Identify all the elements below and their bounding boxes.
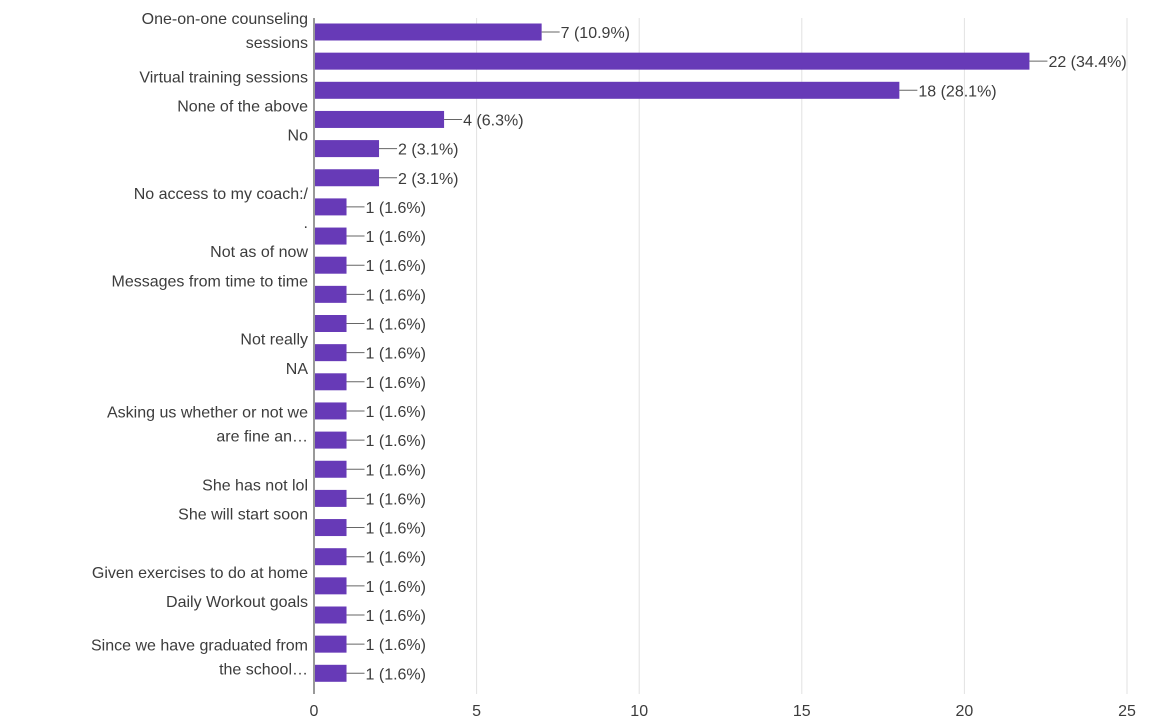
category-label: She has not lol [202,477,308,494]
x-tick-label: 10 [630,703,648,720]
data-label: 4 (6.3%) [463,112,523,129]
category-label: Given exercises to do at home [92,565,308,582]
gridlines [476,18,1128,694]
category-label: Daily Workout goals [166,594,308,611]
x-axis-ticks: 0 5 10 15 20 25 [310,703,1136,720]
bar [315,431,347,449]
x-tick-label: 0 [310,703,319,720]
bar [315,344,347,362]
x-tick-label: 25 [1118,703,1136,720]
bar [315,23,542,41]
bar [315,460,347,478]
data-label: 1 (1.6%) [366,637,426,654]
category-label: Since we have graduated from [91,638,308,655]
category-label: None of the above [177,98,308,115]
bar [315,489,347,507]
data-label: 22 (34.4%) [1048,54,1126,71]
data-label: 1 (1.6%) [366,258,426,275]
bar [315,519,347,537]
category-label: Messages from time to time [112,273,309,290]
bar [315,373,347,391]
bar [315,606,347,624]
bar [315,315,347,332]
data-label: 1 (1.6%) [366,608,426,625]
bar [315,402,347,420]
data-labels: 7 (10.9%) 22 (34.4%) 18 (28.1%) 4 (6.3%) 2 (… [366,25,1127,683]
leader-lines [346,31,1048,674]
bar [315,577,347,595]
bar [315,140,380,158]
data-label: 1 (1.6%) [366,317,426,334]
bar [315,256,347,274]
data-label: 1 (1.6%) [366,491,426,508]
data-label: 2 (3.1%) [398,171,458,188]
category-label: are fine an… [216,429,308,446]
data-label: 7 (10.9%) [561,25,630,42]
data-label: 1 (1.6%) [366,666,426,683]
bar [315,227,347,245]
category-label: Not as of now [210,244,308,261]
bar [315,198,347,216]
data-label: 1 (1.6%) [366,287,426,304]
bar [315,81,900,99]
data-label: 1 (1.6%) [366,229,426,246]
data-label: 2 (3.1%) [398,142,458,159]
category-label: No access to my coach:/ [134,186,309,203]
data-label: 1 (1.6%) [366,433,426,450]
x-tick-label: 20 [956,703,974,720]
category-label: She will start soon [178,507,308,524]
data-label: 1 (1.6%) [366,521,426,538]
data-label: 1 (1.6%) [366,375,426,392]
category-label: Not really [240,332,308,349]
data-label: 1 (1.6%) [366,550,426,567]
category-label: sessions [246,35,308,52]
x-tick-label: 15 [793,703,811,720]
category-label: One-on-one counseling [142,11,308,28]
category-label: No [288,128,309,145]
bars [315,23,1030,682]
data-label: 1 (1.6%) [366,200,426,217]
data-label: 1 (1.6%) [366,346,426,363]
category-label: Virtual training sessions [139,69,308,86]
data-label: 1 (1.6%) [366,579,426,596]
category-labels: One-on-one counseling sessions Virtual tra… [91,11,309,679]
data-label: 1 (1.6%) [366,462,426,479]
category-label: . [304,215,308,232]
data-label: 1 (1.6%) [366,404,426,421]
bar [315,110,445,128]
bar [315,635,347,653]
category-label: the school… [219,662,308,679]
bar [315,548,347,566]
bar [315,169,380,187]
category-label: Asking us whether or not we [107,405,308,422]
x-tick-label: 5 [472,703,481,720]
category-label: NA [286,361,309,378]
bar [315,52,1030,70]
bar [315,664,347,682]
bar [315,285,347,303]
data-label: 18 (28.1%) [918,83,996,100]
